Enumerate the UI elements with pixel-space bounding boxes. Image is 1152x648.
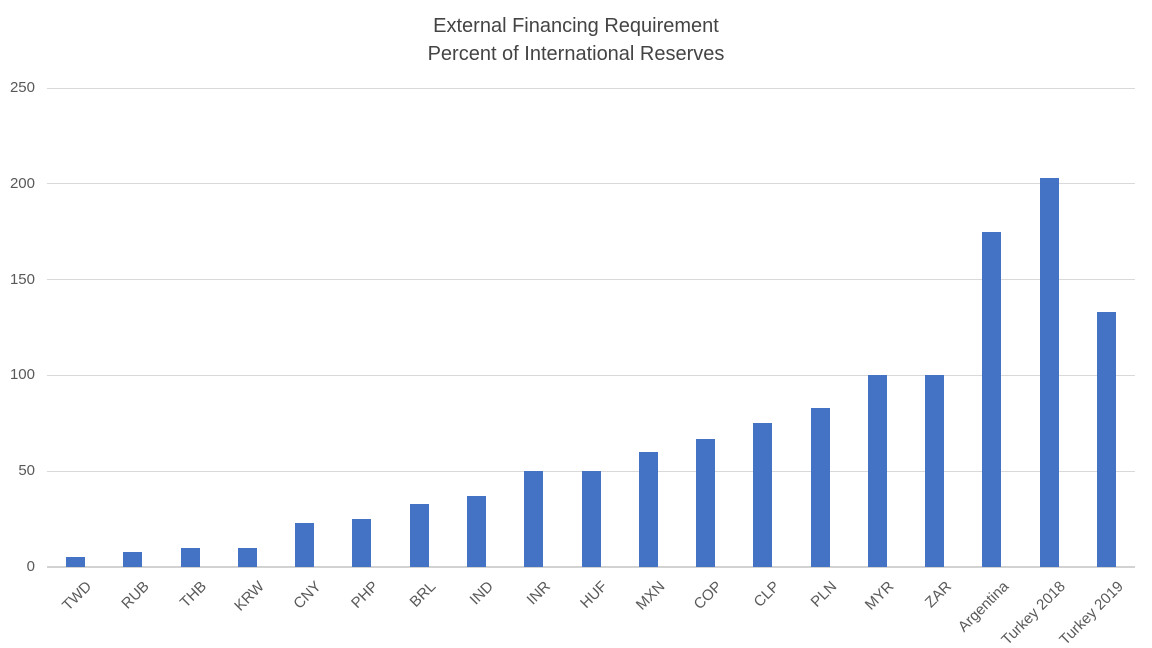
bar [409, 504, 429, 567]
bar [638, 452, 658, 567]
x-axis-label: PLN [807, 578, 841, 611]
y-gridline [47, 374, 1135, 376]
x-axis-label: MXN [632, 578, 669, 614]
y-axis-tick-label: 250 [9, 79, 35, 96]
x-axis-line [47, 566, 1135, 568]
x-axis-label: TWD [59, 578, 96, 615]
x-axis-label: ZAR [921, 578, 955, 612]
x-axis-label: Argentina [954, 578, 1012, 636]
x-axis-label: HUF [577, 578, 612, 612]
y-gridline [47, 279, 1135, 281]
bar [352, 519, 372, 567]
bar [1039, 178, 1059, 567]
bar [180, 548, 200, 567]
bar [123, 552, 143, 567]
x-axis-label: COP [690, 578, 726, 614]
x-axis-label: MYR [861, 578, 898, 614]
y-axis-tick-label: 150 [9, 270, 35, 288]
x-axis-label: IND [466, 578, 497, 609]
bar [581, 471, 601, 567]
y-axis-tick-label: 200 [9, 174, 35, 192]
bar [867, 375, 887, 567]
x-axis-label: THB [176, 578, 211, 612]
x-axis-label: CLP [750, 578, 783, 611]
x-axis-label: CNY [290, 578, 325, 613]
y-axis-tick-label: 50 [18, 462, 35, 480]
bar [524, 471, 544, 567]
bar [1096, 312, 1116, 567]
chart-title: External Financing Requirement [433, 15, 719, 37]
bar [925, 375, 945, 567]
bar [696, 439, 716, 567]
y-axis-tick-label: 0 [26, 558, 35, 575]
y-axis-tick-label: 100 [9, 366, 35, 384]
bar [237, 548, 257, 567]
x-axis-label: PHP [348, 578, 382, 612]
y-gridline [47, 87, 1135, 89]
x-axis-label: BRL [406, 578, 440, 611]
bar [810, 408, 830, 567]
bar [466, 496, 486, 567]
x-axis-label: KRW [230, 578, 268, 615]
bar [982, 232, 1002, 567]
bar [66, 557, 86, 567]
x-axis-label: RUB [118, 578, 153, 613]
chart-subtitle: Percent of International Reserves [427, 43, 725, 65]
bar [295, 523, 315, 567]
chart-title-block: External Financing Requirement Percent o… [0, 12, 1152, 68]
bar [753, 423, 773, 567]
y-gridline [47, 183, 1135, 185]
x-axis-label: INR [523, 578, 554, 609]
